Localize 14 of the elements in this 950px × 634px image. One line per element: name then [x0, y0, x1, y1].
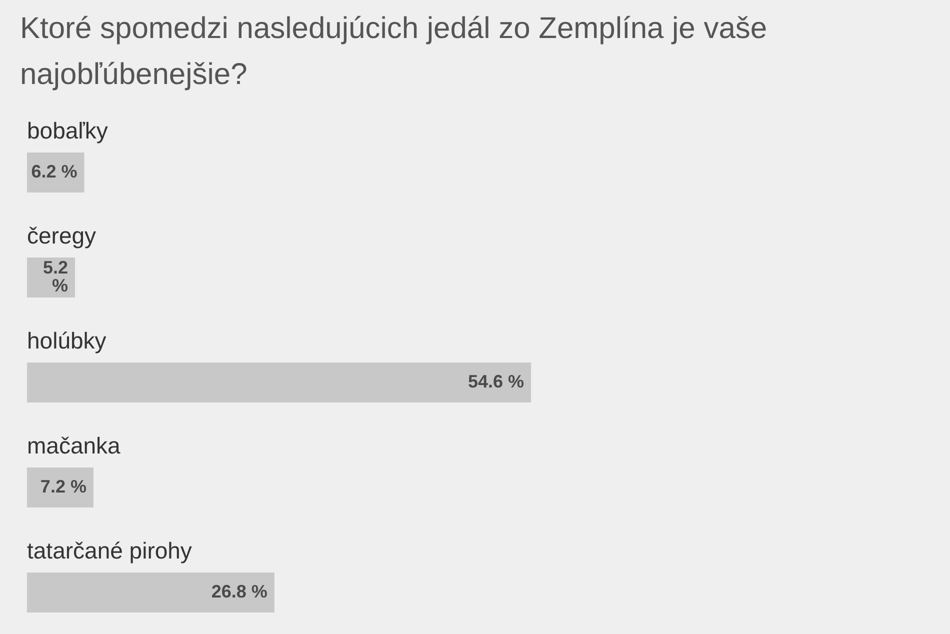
data-label: 26.8 %: [211, 582, 268, 602]
data-label: 7.2 %: [40, 476, 86, 496]
y-tick-label: tatarčané pirohy: [27, 538, 192, 564]
y-tick-label: mačanka: [27, 432, 121, 458]
bar: [27, 362, 531, 402]
bar: [27, 572, 274, 612]
y-tick-label: holúbky: [27, 328, 107, 354]
y-tick-label: bobaľky: [27, 118, 108, 144]
bar: [27, 468, 94, 508]
data-label: 54.6 %: [468, 372, 524, 392]
chart-title: Ktoré spomedzi nasledujúcich jedál zo Zemplína je vaše najobľúbenejšie?: [20, 12, 768, 91]
y-tick-label: čeregy: [27, 222, 97, 248]
data-label: 6.2 %: [31, 162, 78, 182]
data-label: 5.2 %: [42, 258, 68, 296]
